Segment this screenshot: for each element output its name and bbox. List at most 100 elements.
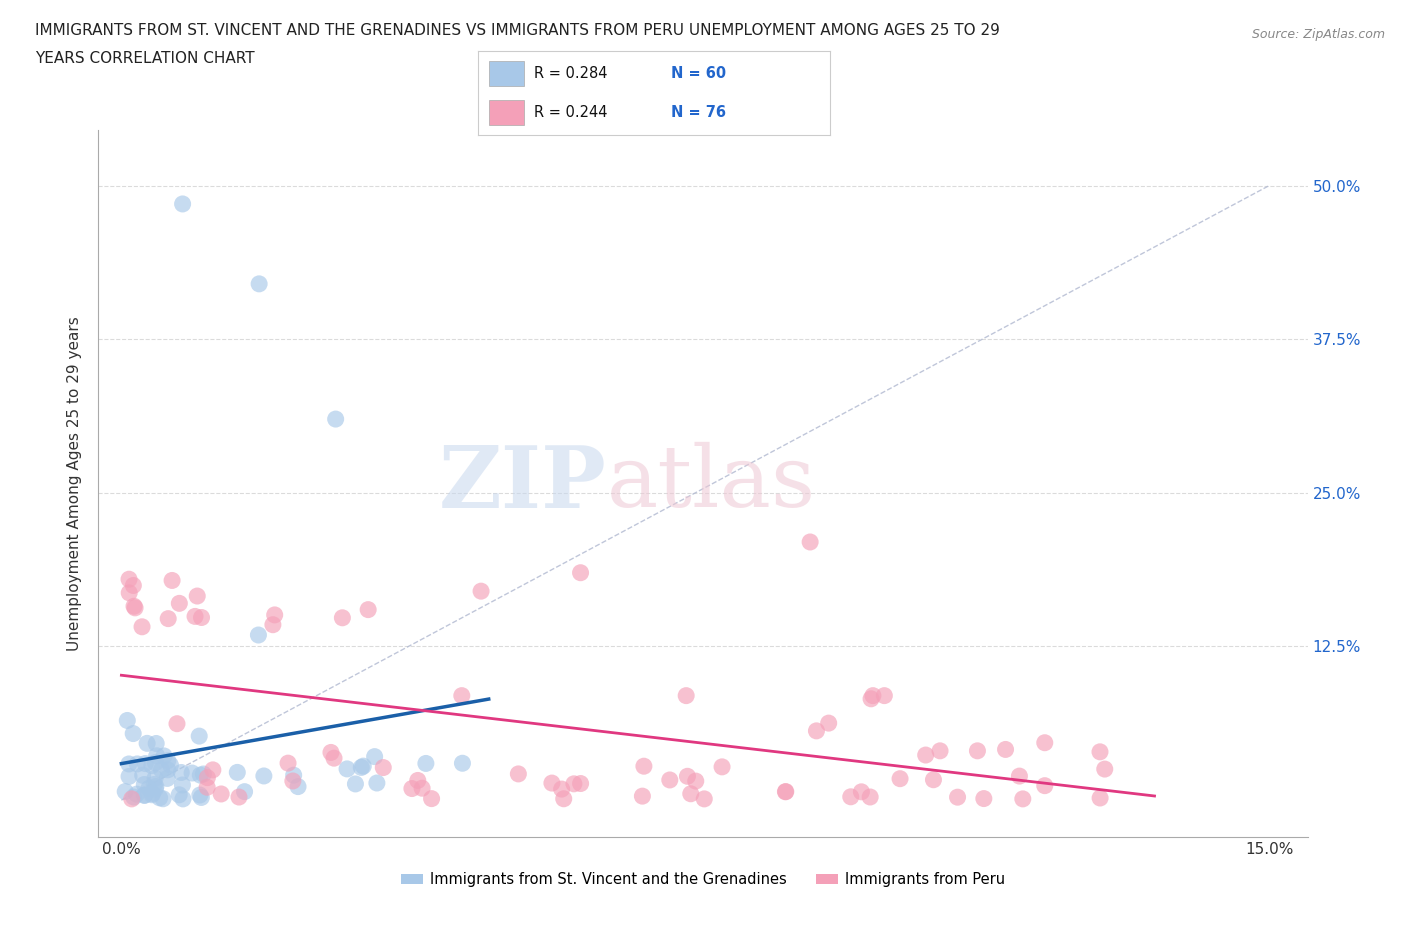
Point bbox=[166, 716, 188, 731]
Bar bbox=[489, 61, 524, 86]
Point bbox=[806, 724, 828, 738]
Point bbox=[193, 766, 215, 781]
Point bbox=[188, 729, 211, 744]
Point bbox=[508, 766, 530, 781]
Point bbox=[253, 768, 276, 783]
Point bbox=[450, 688, 472, 703]
Text: N = 60: N = 60 bbox=[672, 66, 727, 81]
Point bbox=[172, 791, 194, 806]
Point bbox=[127, 756, 149, 771]
Point bbox=[350, 760, 373, 775]
Point bbox=[946, 790, 969, 804]
Point bbox=[150, 763, 173, 777]
Text: ZIP: ZIP bbox=[439, 442, 606, 525]
Point bbox=[966, 743, 988, 758]
Point bbox=[325, 412, 347, 427]
Point bbox=[679, 787, 702, 802]
Point bbox=[143, 781, 166, 796]
Point bbox=[118, 769, 141, 784]
Point bbox=[195, 770, 218, 785]
Y-axis label: Unemployment Among Ages 25 to 29 years: Unemployment Among Ages 25 to 29 years bbox=[67, 316, 83, 651]
Point bbox=[122, 790, 145, 804]
Point bbox=[141, 786, 163, 801]
Point bbox=[711, 760, 734, 775]
Point bbox=[131, 619, 153, 634]
Point bbox=[157, 611, 180, 626]
Point bbox=[411, 781, 433, 796]
Point bbox=[873, 688, 896, 703]
Point bbox=[143, 777, 166, 792]
Point bbox=[153, 749, 176, 764]
Point bbox=[209, 787, 232, 802]
Point bbox=[228, 790, 250, 804]
Point bbox=[145, 755, 167, 770]
Point bbox=[541, 776, 564, 790]
Point bbox=[145, 749, 167, 764]
Point bbox=[406, 773, 429, 788]
Point bbox=[145, 736, 167, 751]
Point bbox=[156, 763, 179, 777]
Text: N = 76: N = 76 bbox=[672, 105, 727, 120]
Point bbox=[631, 789, 654, 804]
Point bbox=[138, 781, 160, 796]
Point bbox=[1008, 768, 1031, 783]
Point bbox=[169, 596, 191, 611]
Point bbox=[344, 777, 367, 791]
Point bbox=[122, 726, 145, 741]
Point bbox=[451, 756, 474, 771]
Point bbox=[851, 784, 873, 799]
Point bbox=[156, 771, 179, 786]
Point bbox=[136, 736, 159, 751]
Point bbox=[159, 758, 181, 773]
Point bbox=[152, 791, 174, 806]
Point bbox=[862, 688, 884, 703]
Point bbox=[190, 610, 212, 625]
Point bbox=[859, 790, 882, 804]
Point bbox=[143, 771, 166, 786]
Point bbox=[134, 788, 156, 803]
Point bbox=[118, 572, 141, 587]
Point bbox=[470, 584, 492, 599]
Point bbox=[914, 748, 936, 763]
Point bbox=[775, 784, 797, 799]
Point bbox=[675, 688, 697, 703]
Point bbox=[287, 779, 309, 794]
Point bbox=[114, 784, 136, 799]
Text: IMMIGRANTS FROM ST. VINCENT AND THE GRENADINES VS IMMIGRANTS FROM PERU UNEMPLOYM: IMMIGRANTS FROM ST. VINCENT AND THE GREN… bbox=[35, 23, 1000, 38]
Point bbox=[685, 774, 707, 789]
Point bbox=[283, 768, 305, 783]
Point bbox=[336, 762, 359, 777]
Point bbox=[415, 756, 437, 771]
Point bbox=[323, 751, 346, 765]
Point bbox=[569, 565, 592, 580]
Point bbox=[145, 779, 167, 794]
Text: YEARS CORRELATION CHART: YEARS CORRELATION CHART bbox=[35, 51, 254, 66]
Point bbox=[188, 788, 211, 803]
Legend: Immigrants from St. Vincent and the Grenadines, Immigrants from Peru: Immigrants from St. Vincent and the Gren… bbox=[395, 867, 1011, 894]
Point bbox=[373, 760, 395, 775]
Text: Source: ZipAtlas.com: Source: ZipAtlas.com bbox=[1251, 28, 1385, 41]
Point bbox=[149, 790, 172, 805]
Point bbox=[141, 758, 163, 773]
Point bbox=[569, 777, 592, 791]
Bar bbox=[489, 100, 524, 125]
Point bbox=[817, 716, 839, 731]
Point bbox=[233, 784, 256, 799]
Point bbox=[352, 759, 374, 774]
Point bbox=[195, 780, 218, 795]
Point bbox=[658, 773, 681, 788]
Point bbox=[277, 756, 299, 771]
Point bbox=[319, 745, 342, 760]
Point bbox=[281, 774, 304, 789]
Point bbox=[889, 771, 911, 786]
Point bbox=[775, 784, 797, 799]
Point bbox=[799, 535, 821, 550]
Point bbox=[994, 742, 1017, 757]
Point bbox=[201, 763, 224, 777]
Point bbox=[117, 713, 139, 728]
Point bbox=[188, 767, 211, 782]
Point bbox=[366, 776, 388, 790]
Point bbox=[134, 788, 156, 803]
Point bbox=[190, 790, 212, 804]
Point bbox=[124, 601, 146, 616]
